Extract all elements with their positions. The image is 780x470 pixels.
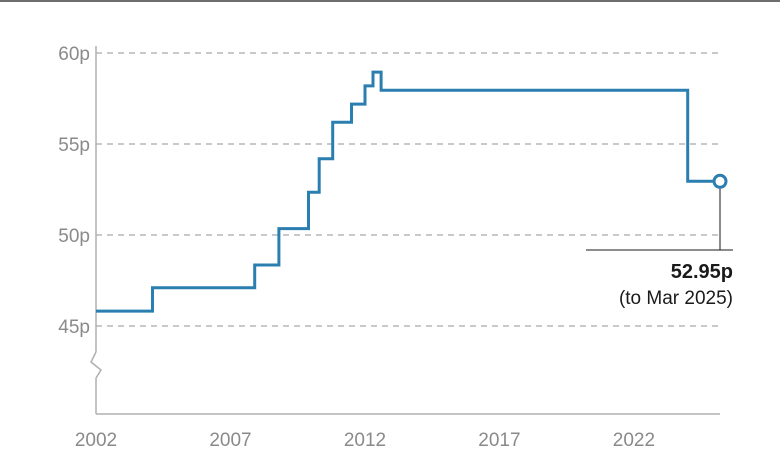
y-tick-label: 50p bbox=[58, 226, 90, 247]
x-axis-ticks: 2002 2007 2012 2017 2022 bbox=[75, 430, 655, 451]
y-tick-label: 45p bbox=[58, 317, 90, 338]
y-tick-label: 55p bbox=[58, 135, 90, 156]
x-tick-label: 2022 bbox=[613, 430, 655, 451]
annotation-note: (to Mar 2025) bbox=[619, 288, 733, 309]
x-tick-label: 2017 bbox=[478, 430, 520, 451]
x-tick-label: 2012 bbox=[344, 430, 386, 451]
axes bbox=[90, 46, 720, 415]
latest-value-annotation: 52.95p (to Mar 2025) bbox=[586, 173, 733, 309]
x-tick-label: 2007 bbox=[209, 430, 251, 451]
x-tick-label: 2002 bbox=[75, 430, 117, 451]
y-tick-label: 60p bbox=[58, 44, 90, 65]
y-axis-break-mark bbox=[90, 351, 102, 379]
gridlines bbox=[96, 52, 720, 327]
series-line bbox=[96, 70, 720, 313]
end-point-marker bbox=[712, 173, 728, 189]
top-rule bbox=[0, 0, 780, 2]
y-axis-ticks: 45p 50p 55p 60p bbox=[58, 44, 90, 338]
annotation-value: 52.95p bbox=[671, 261, 733, 283]
